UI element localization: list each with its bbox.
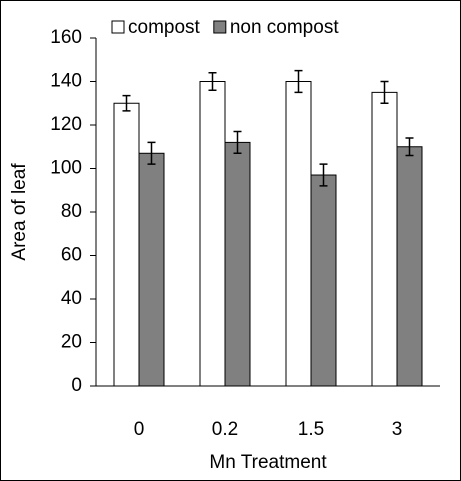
x-axis-title: Mn Treatment [209,452,327,473]
error-bar [147,141,156,165]
legend-swatch [111,20,125,34]
y-tick-label: 140 [50,71,82,92]
error-bar [319,163,328,187]
y-tick-label: 60 [61,245,82,266]
legend-label: non compost [230,17,340,38]
error-bar [122,94,131,112]
bar [113,102,140,387]
y-tick-label: 120 [50,114,82,135]
bar [371,91,398,387]
bar [138,152,165,387]
bar [224,141,251,387]
error-bar [405,137,414,157]
y-tick-label: 160 [50,27,82,48]
y-tick-label: 0 [71,375,82,396]
bar [199,81,226,387]
y-tick-label: 40 [61,288,82,309]
error-bar [208,72,217,91]
y-tick-label: 80 [61,201,82,222]
x-tick-label: 1.5 [298,419,324,440]
error-bar [380,80,389,104]
bar [396,146,423,387]
y-tick-label: 20 [61,332,82,353]
legend-swatch [213,20,227,34]
bar [285,81,312,387]
error-bar [233,130,242,155]
bar [310,174,337,387]
x-tick-label: 0 [134,419,145,440]
x-tick-label: 3 [392,419,403,440]
legend-label: compost [128,17,201,38]
y-tick-label: 100 [50,158,82,179]
x-tick-label: 0.2 [212,419,238,440]
y-axis-title: Area of leaf [9,163,30,261]
error-bar [294,69,303,94]
